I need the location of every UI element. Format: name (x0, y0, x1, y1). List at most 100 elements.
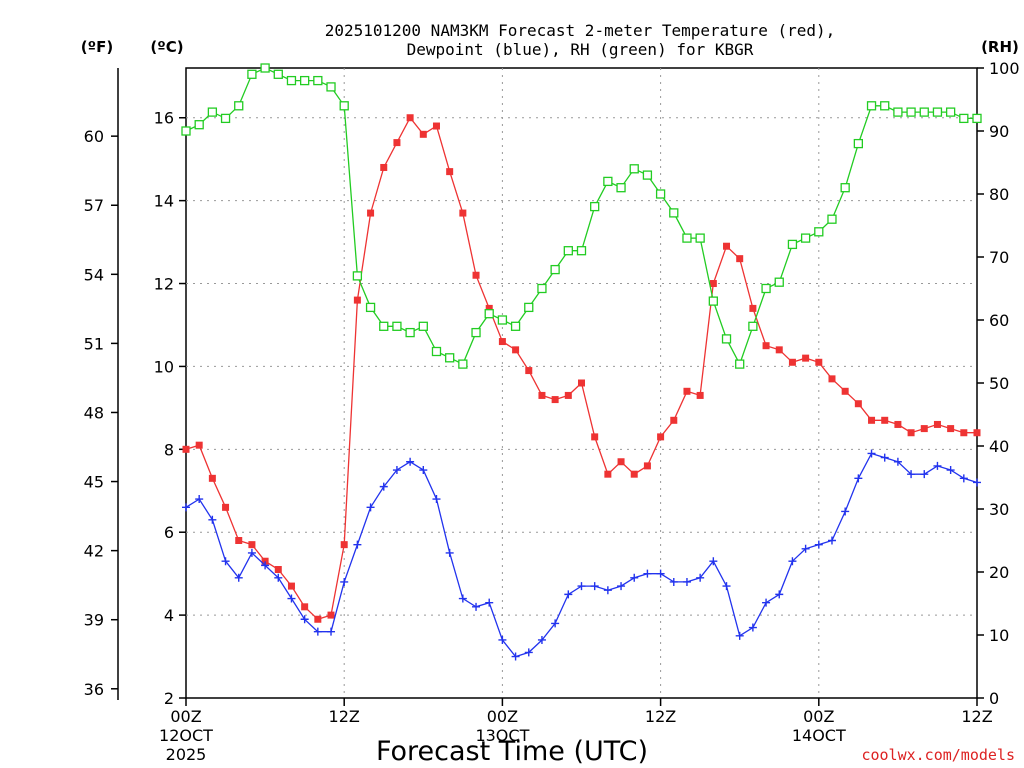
dewpoint-point (801, 544, 810, 553)
dewpoint-point (498, 635, 507, 644)
rh-point (576, 246, 587, 256)
rh-point (563, 246, 573, 256)
dewpoint-point (788, 557, 797, 566)
temperature-point (525, 367, 533, 375)
x-tick-label: 12Z (645, 707, 676, 726)
temperature-point (920, 425, 928, 433)
rh-point (405, 327, 415, 338)
temperature-point (881, 416, 889, 424)
rh-point (194, 120, 204, 130)
temperature-point (657, 433, 665, 441)
temperature-point (973, 429, 981, 437)
temperature-point (459, 209, 467, 217)
dewpoint-point (656, 569, 665, 578)
temperature-point (696, 391, 704, 399)
rh-point (906, 107, 916, 117)
temperature-point (208, 474, 216, 482)
temperature-point (472, 271, 480, 279)
rh-point (655, 189, 666, 199)
temperature-point (340, 541, 348, 549)
x-tick-label: 00Z (803, 707, 834, 726)
temperature-point (314, 615, 322, 623)
temperature-point (960, 429, 968, 437)
dewpoint-point (590, 582, 599, 591)
dewpoint-point (643, 569, 652, 578)
x-axis-title: Forecast Time (UTC) (376, 736, 648, 767)
temperature-point (815, 358, 823, 366)
rh-point (181, 126, 191, 136)
rh-point (642, 170, 653, 180)
rh-point (787, 239, 798, 250)
watermark-text: coolwx.com/models (861, 746, 1015, 764)
rh-point (418, 321, 428, 331)
temperature-point (933, 420, 941, 428)
temperature-point (380, 163, 388, 171)
rh-point (484, 309, 494, 319)
dewpoint-point (762, 598, 771, 607)
dewpoint-point (669, 577, 678, 586)
rh-point (708, 296, 718, 306)
rh-point (735, 359, 745, 369)
dewpoint-point (973, 478, 981, 487)
rh-point (326, 82, 336, 92)
celsius-tick-label: 6 (164, 523, 174, 542)
rh-point (550, 264, 560, 275)
dewpoint-point (195, 495, 204, 504)
rh-tick-label: 10 (989, 626, 1009, 645)
x-tick-date-label: 14OCT (792, 726, 846, 745)
temperature-point (868, 416, 876, 424)
rh-point (207, 107, 218, 117)
rh-tick-label: 0 (989, 689, 999, 708)
rh-tick-label: 30 (989, 500, 1009, 519)
temperature-point (617, 458, 625, 466)
dewpoint-point (946, 466, 955, 475)
dewpoint-point (920, 470, 929, 479)
rh-point (932, 107, 943, 117)
temperature-point (261, 557, 269, 565)
x-tick-label: 00Z (170, 707, 201, 726)
rh-tick-label: 80 (989, 185, 1009, 204)
temperature-point (327, 611, 335, 619)
dewpoint-point (722, 582, 731, 591)
temperature-point (551, 396, 559, 404)
rh-tick-label: 90 (989, 122, 1009, 141)
rh-point (945, 107, 956, 117)
dewpoint-point (392, 466, 401, 475)
temperature-point (788, 358, 796, 366)
dewpoint-point (458, 594, 467, 603)
temperature-point (485, 304, 493, 312)
dewpoint-point (287, 594, 296, 603)
temperature-point (947, 425, 955, 433)
dewpoint-point (735, 631, 744, 640)
temperature-point (393, 139, 401, 147)
dewpoint-point (524, 648, 533, 657)
dewpoint-point (472, 602, 481, 611)
temperature-point (301, 603, 309, 611)
x-tick-label: 12Z (961, 707, 992, 726)
rh-point (800, 233, 811, 243)
rh-point (669, 208, 679, 218)
rh-point (352, 271, 363, 281)
rh-line (185, 67, 977, 366)
temperature-point (222, 503, 230, 511)
dewpoint-point (814, 540, 823, 549)
temperature-point (907, 429, 915, 437)
celsius-tick-label: 8 (164, 440, 174, 459)
temperature-point (195, 441, 203, 449)
grid-layer (186, 68, 977, 698)
temperature-point (235, 537, 243, 544)
temperature-point (762, 342, 770, 350)
temperature-point (248, 541, 256, 549)
rh-point (392, 321, 402, 331)
temperature-point (775, 346, 783, 354)
rh-point (814, 227, 824, 237)
rh-point (761, 283, 771, 294)
rh-point (365, 302, 376, 313)
temperature-point (432, 122, 440, 130)
rh-point (458, 359, 468, 369)
dewpoint-point (221, 557, 230, 566)
celsius-tick-label: 10 (154, 357, 174, 376)
dewpoint-line (185, 452, 978, 658)
rh-tick-label: 20 (989, 563, 1009, 582)
